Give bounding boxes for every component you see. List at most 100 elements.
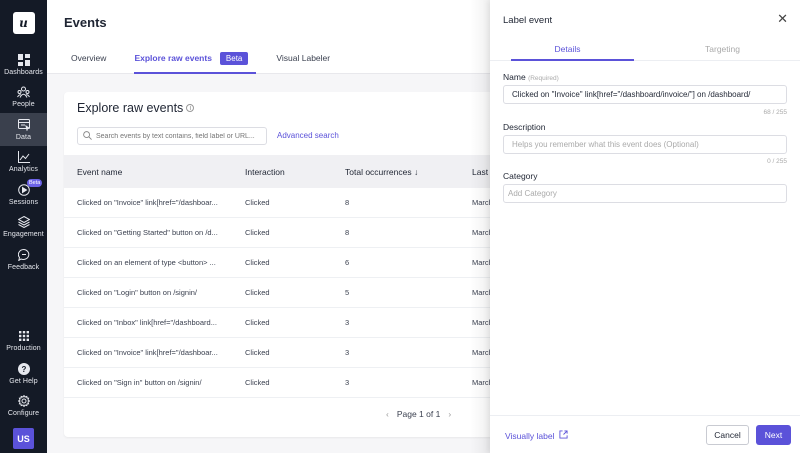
sidebar-item-feedback[interactable]: Feedback bbox=[0, 243, 47, 276]
beta-badge: Beta bbox=[27, 179, 43, 187]
sidebar-item-label: Data bbox=[15, 133, 32, 141]
close-icon[interactable]: ✕ bbox=[777, 11, 788, 26]
sidebar-item-data[interactable]: Data bbox=[0, 113, 47, 146]
cell-total: 3 bbox=[345, 318, 350, 327]
beta-badge: Beta bbox=[219, 51, 249, 65]
table-row[interactable]: Clicked on "Sign in" button on /signin/ … bbox=[64, 368, 524, 398]
app-logo[interactable]: u bbox=[12, 12, 35, 34]
cell-event-name: Clicked on an element of type <button> .… bbox=[77, 258, 216, 267]
sidebar-item-get-help[interactable]: ? Get Help bbox=[0, 357, 47, 390]
column-header-event-name[interactable]: Event name bbox=[77, 166, 123, 177]
category-field[interactable] bbox=[503, 184, 787, 203]
cell-event-name: Clicked on "Invoice" link[href="/dashboa… bbox=[77, 348, 218, 357]
sidebar-item-analytics[interactable]: Analytics bbox=[0, 146, 47, 179]
sidebar-item-configure[interactable]: Configure bbox=[0, 390, 47, 423]
chat-icon bbox=[17, 248, 31, 262]
description-char-counter: 0 / 255 bbox=[767, 158, 787, 165]
grid-icon bbox=[17, 329, 31, 343]
tab-visual-labeler[interactable]: Visual Labeler bbox=[262, 42, 344, 74]
cell-last: March bbox=[472, 378, 493, 387]
tab-targeting[interactable]: Targeting bbox=[705, 44, 740, 54]
column-header-total-occurrences[interactable]: Total occurrences ↓ bbox=[345, 167, 418, 177]
table-row[interactable]: Clicked on an element of type <button> .… bbox=[64, 248, 524, 278]
panel-tabs: Details Targeting bbox=[490, 38, 800, 61]
analytics-icon bbox=[17, 150, 31, 164]
name-input[interactable] bbox=[512, 90, 786, 99]
layers-icon bbox=[17, 215, 31, 229]
name-label-text: Name bbox=[503, 72, 526, 82]
column-header-interaction[interactable]: Interaction bbox=[245, 166, 285, 177]
cell-last: March bbox=[472, 258, 493, 267]
tab-label: Overview bbox=[71, 53, 107, 63]
sidebar-item-engagement[interactable]: Engagement bbox=[0, 211, 47, 244]
tab-explore-raw-events[interactable]: Explore raw events Beta bbox=[120, 42, 262, 74]
column-header-last[interactable]: Last bbox=[472, 167, 488, 177]
sidebar-item-label: Analytics bbox=[9, 166, 38, 174]
sidebar-item-sessions[interactable]: Beta Sessions bbox=[0, 178, 47, 211]
next-button[interactable]: Next bbox=[756, 425, 791, 445]
sidebar-item-label: Sessions bbox=[8, 198, 39, 206]
cell-interaction: Clicked bbox=[245, 228, 270, 237]
cancel-button[interactable]: Cancel bbox=[706, 425, 749, 445]
advanced-search-link[interactable]: Advanced search bbox=[277, 131, 339, 140]
cell-total: 8 bbox=[345, 228, 350, 237]
sidebar-item-production[interactable]: Production bbox=[0, 325, 47, 358]
visually-label-text: Visually label bbox=[505, 430, 555, 441]
category-label: Category bbox=[503, 171, 538, 181]
visually-label-link[interactable]: Visually label bbox=[505, 430, 569, 441]
cell-event-name: Clicked on "Login" button on /signin/ bbox=[77, 288, 197, 297]
table-header: Event name Interaction Total occurrences… bbox=[64, 155, 524, 188]
sidebar-item-label: Get Help bbox=[9, 377, 38, 385]
cell-event-name: Clicked on "Sign in" button on /signin/ bbox=[77, 378, 202, 387]
cell-interaction: Clicked bbox=[245, 258, 270, 267]
people-icon bbox=[17, 85, 31, 99]
data-icon bbox=[17, 118, 31, 132]
info-icon[interactable]: i bbox=[186, 104, 195, 112]
cell-last: March bbox=[472, 348, 493, 357]
card-title: Explore raw events i bbox=[77, 101, 195, 115]
cell-total: 6 bbox=[345, 258, 350, 267]
sidebar-item-label: Dashboards bbox=[4, 68, 43, 76]
cell-event-name: Clicked on "Invoice" link[href="/dashboa… bbox=[77, 198, 218, 207]
help-icon: ? bbox=[17, 362, 31, 376]
cell-total: 5 bbox=[345, 288, 350, 297]
required-hint: (Required) bbox=[528, 75, 559, 82]
tab-overview[interactable]: Overview bbox=[57, 42, 120, 74]
name-field[interactable] bbox=[503, 85, 787, 104]
page-title: Events bbox=[64, 15, 107, 30]
sidebar-item-people[interactable]: People bbox=[0, 81, 47, 114]
table-row[interactable]: Clicked on "Inbox" link[href="/dashboard… bbox=[64, 308, 524, 338]
panel-footer: Visually label Cancel Next bbox=[490, 415, 800, 453]
tab-details[interactable]: Details bbox=[490, 38, 645, 61]
cell-interaction: Clicked bbox=[245, 378, 270, 387]
sidebar-item-label: Feedback bbox=[7, 263, 40, 271]
description-input[interactable] bbox=[512, 140, 786, 149]
cell-total: 3 bbox=[345, 348, 350, 357]
cell-event-name: Clicked on "Inbox" link[href="/dashboard… bbox=[77, 318, 217, 327]
table-row[interactable]: Clicked on "Invoice" link[href="/dashboa… bbox=[64, 338, 524, 368]
search-icon bbox=[83, 130, 92, 142]
table-row[interactable]: Clicked on "Login" button on /signin/ Cl… bbox=[64, 278, 524, 308]
play-icon bbox=[17, 183, 31, 197]
chevron-right-icon[interactable]: › bbox=[448, 409, 452, 419]
table-row[interactable]: Clicked on "Getting Started" button on /… bbox=[64, 218, 524, 248]
chevron-left-icon[interactable]: ‹ bbox=[386, 409, 389, 419]
sidebar-item-label: Engagement bbox=[3, 231, 44, 239]
search-input[interactable] bbox=[96, 132, 266, 140]
table-row[interactable]: Clicked on "Invoice" link[href="/dashboa… bbox=[64, 188, 524, 218]
description-label: Description bbox=[503, 122, 546, 132]
card-title-text: Explore raw events bbox=[77, 101, 184, 115]
sort-down-icon[interactable]: ↓ bbox=[414, 166, 419, 177]
svg-text:?: ? bbox=[21, 365, 26, 374]
label-event-panel: Label event ✕ Details Targeting Name (Re… bbox=[490, 0, 800, 453]
cell-interaction: Clicked bbox=[245, 318, 270, 327]
description-field[interactable] bbox=[503, 135, 787, 154]
avatar[interactable]: US bbox=[13, 428, 34, 449]
gear-icon bbox=[17, 394, 31, 408]
search-box[interactable] bbox=[77, 127, 267, 145]
column-header-label: Total occurrences bbox=[345, 166, 412, 177]
sidebar: u Dashboards People Data Analytics bbox=[0, 0, 47, 453]
sidebar-item-dashboards[interactable]: Dashboards bbox=[0, 48, 47, 81]
category-input[interactable] bbox=[508, 189, 786, 198]
tab-label: Explore raw events bbox=[134, 53, 212, 63]
